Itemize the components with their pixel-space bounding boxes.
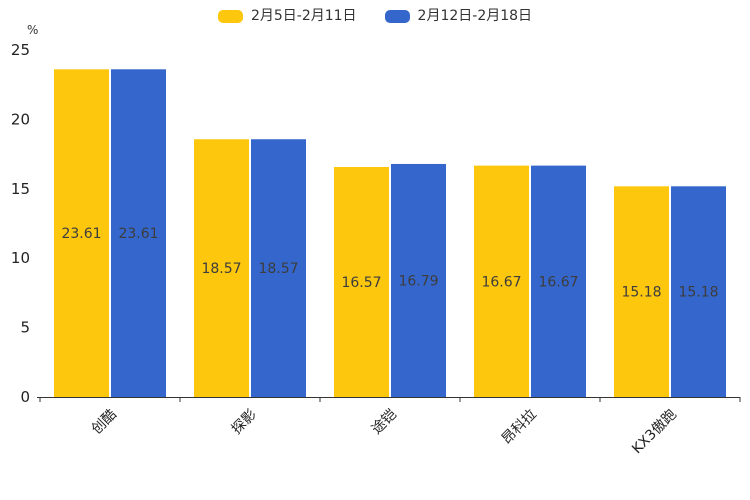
y-axis-tick-label: 5 [20,319,30,337]
bar-series-1-昂科拉[interactable] [474,165,529,397]
legend-label-series-2: 2月12日-2月18日 [417,8,533,24]
bar-value-label: 18.57 [258,261,298,277]
legend-swatch-series-1-icon [217,9,243,23]
bar-series-2-创酷[interactable] [111,69,166,397]
legend: 2月5日-2月11日 2月12日-2月18日 [0,9,750,23]
bar-value-label: 15.18 [678,285,718,301]
bar-series-1-探影[interactable] [194,139,249,397]
bar-value-label: 15.18 [621,285,661,301]
x-category-label: 创酷 [89,407,120,438]
bar-series-1-创酷[interactable] [54,69,109,397]
x-category-label: 昂科拉 [499,407,540,448]
legend-swatch-series-2-icon [384,9,410,23]
bar-value-label: 16.79 [398,273,438,289]
legend-item-series-2[interactable]: 2月12日-2月18日 [384,8,533,24]
bar-value-label: 18.57 [201,261,241,277]
x-category-label: 途铠 [368,406,400,438]
bar-series-1-KX3傲跑[interactable] [614,186,669,397]
bar-value-label: 23.61 [118,226,158,242]
y-axis-tick-label: 25 [11,41,30,59]
y-axis-tick-label: 15 [11,180,30,198]
y-axis-tick-label: 20 [11,110,30,128]
bar-series-2-途铠[interactable] [391,163,446,397]
y-axis-tick-label: 10 [11,249,30,267]
legend-label-series-1: 2月5日-2月11日 [250,8,357,24]
legend-item-series-1[interactable]: 2月5日-2月11日 [217,8,357,24]
x-category-label: 探影 [229,407,260,438]
y-axis-tick-label: 0 [20,388,30,406]
bar-series-2-KX3傲跑[interactable] [671,186,726,397]
bar-value-label: 16.67 [481,274,521,290]
bar-series-2-探影[interactable] [251,139,306,397]
x-category-label: KX3傲跑 [629,407,680,458]
bar-value-label: 16.57 [341,275,381,291]
bar-value-label: 16.67 [538,274,578,290]
bar-value-label: 23.61 [61,226,101,242]
bar-series-1-途铠[interactable] [334,167,389,397]
y-axis-unit-label: % [27,23,39,37]
bar-series-2-昂科拉[interactable] [531,165,586,397]
